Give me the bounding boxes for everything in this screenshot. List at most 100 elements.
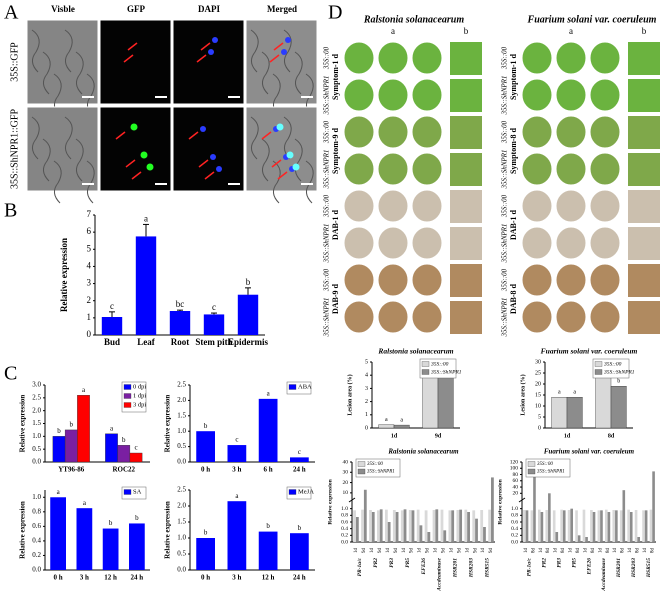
leaf	[589, 41, 621, 75]
scale-bar	[228, 96, 240, 98]
leaf	[377, 115, 409, 149]
legend-swatch	[527, 468, 536, 475]
x-tick-label: 24 h	[293, 574, 306, 582]
leaf-closeup	[450, 301, 482, 334]
bar	[562, 510, 566, 542]
legend-swatch	[123, 393, 132, 399]
bar	[540, 512, 544, 542]
leaf	[343, 226, 375, 260]
bar	[607, 512, 611, 542]
cell-outline	[250, 116, 259, 160]
y-tick-label: 2.0	[32, 406, 41, 414]
x-tick-label: 1d	[569, 548, 574, 554]
x-tick-label: 6 h	[264, 466, 273, 474]
y-tick-label: 1.5	[32, 419, 41, 427]
column-letter: a	[569, 26, 573, 36]
bar	[101, 317, 123, 335]
legend-label: MeJA	[298, 488, 314, 495]
panel-label: D	[328, 2, 342, 24]
arrow	[198, 159, 209, 168]
group-label: PR-1a/c	[527, 557, 533, 576]
bar	[448, 510, 452, 542]
bar	[472, 510, 476, 542]
x-tick-label: 9d	[457, 548, 462, 554]
chart-title: Ralstonia solanacearum	[377, 347, 453, 356]
leaf	[377, 300, 409, 334]
leaf	[589, 152, 621, 186]
y-tick-label: 1.0	[177, 534, 186, 542]
y-tick-label: 2	[365, 399, 368, 405]
leaf	[411, 300, 443, 334]
legend-swatch	[594, 369, 603, 375]
line-label: 35S::00	[323, 194, 331, 218]
leaf	[377, 226, 409, 260]
y-tick-label: 20	[343, 480, 349, 486]
bar	[440, 509, 444, 542]
legend-box	[355, 458, 401, 478]
gfp-signal	[146, 163, 154, 171]
bar	[117, 445, 131, 463]
group-label: HSR201	[453, 558, 459, 579]
bar	[378, 424, 395, 429]
y-tick-label: 0.0	[32, 566, 41, 574]
micrograph	[26, 19, 99, 105]
legend-swatch	[421, 369, 430, 375]
bar	[290, 457, 309, 462]
significance-letter: c	[298, 448, 301, 456]
column-header: GFP	[127, 4, 145, 14]
y-tick-label: 15	[535, 392, 541, 398]
y-tick-label: 0.6	[32, 522, 41, 530]
micrograph	[99, 19, 172, 105]
significance-letter: a	[110, 424, 114, 432]
leaf	[555, 78, 587, 112]
y-tick-label: 2.0	[177, 502, 186, 510]
leaf-closeup	[450, 116, 482, 149]
y-axis-label: Relative expression	[164, 395, 172, 453]
y-tick-label: 3	[365, 386, 368, 392]
bar	[649, 509, 653, 542]
panel-label: B	[4, 200, 17, 222]
significance-letter: b	[617, 379, 620, 385]
x-tick-label: 9d	[442, 548, 447, 554]
line-label: 35S::ShNPR1	[323, 224, 331, 264]
significance-letter: c	[110, 301, 114, 311]
y-tick-label: 0.2	[511, 533, 518, 539]
leaf-closeup	[628, 116, 660, 149]
bar	[196, 431, 215, 462]
scale-bar	[301, 96, 313, 98]
nucleus	[285, 37, 291, 43]
bar	[102, 528, 119, 570]
bar	[538, 509, 541, 542]
significance-letter: c	[235, 436, 238, 444]
legend-label: 35S::00	[603, 361, 622, 367]
bar	[570, 508, 573, 542]
group-label: PR5	[405, 558, 411, 568]
bar	[52, 436, 66, 463]
leaf-closeup	[628, 190, 660, 223]
panel-label: A	[4, 2, 19, 24]
leaf	[343, 189, 375, 223]
gfp-signal	[140, 151, 148, 159]
y-tick-label: 0.5	[177, 550, 186, 558]
cell-outline	[283, 29, 292, 73]
x-tick-label: ROC22	[112, 466, 135, 474]
significance-letter: b	[204, 529, 208, 537]
significance-letter: a	[400, 417, 403, 423]
bar	[595, 372, 612, 429]
leaf	[521, 115, 553, 149]
arrow	[196, 54, 207, 63]
leaf	[555, 300, 587, 334]
leaf	[411, 115, 443, 149]
arrow	[125, 159, 136, 168]
y-tick-label: 2.0	[177, 396, 186, 404]
y-tick-label: 0.8	[341, 513, 348, 519]
x-tick-label: 8d	[561, 548, 566, 554]
significance-letter: b	[122, 436, 126, 444]
bar	[416, 509, 420, 542]
significance-letter: b	[135, 514, 139, 522]
bar	[577, 535, 581, 542]
line-label: 35S::ShNPR1	[323, 76, 331, 116]
bar	[237, 294, 259, 335]
x-tick-label: 8d	[606, 548, 611, 554]
significance-letter: b	[204, 422, 208, 430]
